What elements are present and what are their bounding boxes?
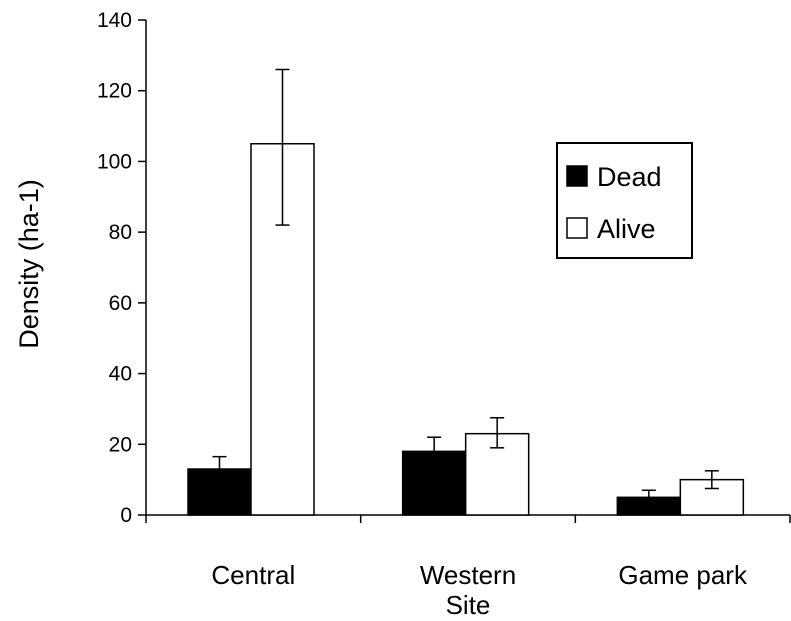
legend-swatch-alive xyxy=(566,217,588,239)
legend-swatch-dead xyxy=(566,165,588,187)
y-tick-label: 0 xyxy=(120,504,132,527)
error-bars xyxy=(212,68,719,506)
category-label: Western xyxy=(420,560,516,590)
y-ticks: 0 20 40 60 80 100 120 140 xyxy=(97,9,146,527)
category-label: Central xyxy=(211,560,295,590)
category-label: Game park xyxy=(618,560,748,590)
legend: Dead Alive xyxy=(556,142,693,259)
y-tick-label: 120 xyxy=(97,80,132,103)
y-tick-label: 140 xyxy=(97,9,132,32)
legend-label-dead: Dead xyxy=(597,162,662,192)
y-tick-label: 80 xyxy=(109,221,132,244)
category-label: Site xyxy=(446,590,491,620)
y-tick-label: 40 xyxy=(109,363,132,386)
legend-box xyxy=(556,142,693,259)
legend-label-alive: Alive xyxy=(597,214,656,244)
y-tick-label: 60 xyxy=(109,292,132,315)
y-tick-label: 20 xyxy=(109,433,132,456)
y-axis-title: Density (ha-1) xyxy=(14,179,44,349)
y-tick-label: 100 xyxy=(97,150,132,173)
